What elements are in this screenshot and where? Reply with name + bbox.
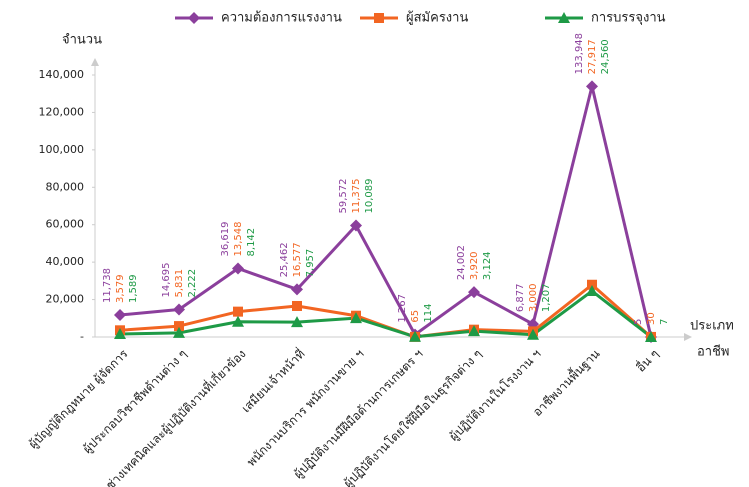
point-marker bbox=[586, 285, 598, 297]
value-label: 30 bbox=[646, 312, 657, 325]
value-label: 114 bbox=[423, 304, 434, 323]
value-label: 3,920 bbox=[469, 251, 480, 280]
point-marker bbox=[114, 328, 126, 340]
value-label: 8,142 bbox=[246, 228, 257, 257]
point-marker bbox=[586, 80, 598, 93]
point-marker bbox=[174, 321, 184, 332]
y-axis-arrow bbox=[91, 58, 99, 66]
series-line bbox=[119, 84, 653, 338]
y-tick-label: 80,000 bbox=[46, 180, 85, 193]
value-label: 11,375 bbox=[351, 179, 362, 214]
value-label: 65 bbox=[410, 310, 421, 323]
series-line bbox=[119, 289, 652, 339]
value-label: 3,000 bbox=[528, 283, 539, 312]
point-marker bbox=[409, 330, 421, 342]
legend-label: การบรรจุงาน bbox=[591, 11, 666, 26]
y-tick-label: 40,000 bbox=[46, 255, 85, 268]
point-marker bbox=[645, 330, 657, 342]
value-label: 10,089 bbox=[364, 179, 375, 214]
x-axis-label: ประเภท bbox=[690, 319, 734, 334]
point-marker bbox=[291, 316, 303, 328]
value-label: 7,957 bbox=[305, 249, 316, 278]
x-tick-label: ผู้ประกอบวิชาชีพด้านต่าง ๆ bbox=[80, 347, 190, 457]
value-label: 16,577 bbox=[292, 242, 303, 277]
legend-marker bbox=[558, 12, 570, 23]
value-label: 25,462 bbox=[279, 242, 290, 277]
value-label: 3,124 bbox=[482, 251, 493, 280]
value-label: 27,917 bbox=[587, 39, 598, 74]
point-marker bbox=[232, 315, 244, 327]
value-label: 24,560 bbox=[600, 39, 611, 74]
value-label: 7 bbox=[659, 319, 670, 325]
legend-label: ความต้องการแรงงาน bbox=[221, 11, 342, 26]
y-tick-label: 120,000 bbox=[39, 105, 85, 118]
point-marker bbox=[527, 328, 539, 340]
value-label: 5,831 bbox=[174, 269, 185, 298]
point-marker bbox=[233, 306, 243, 317]
point-marker bbox=[350, 312, 362, 324]
x-axis-arrow bbox=[684, 333, 692, 341]
y-tick-label: 20,000 bbox=[46, 293, 85, 306]
y-tick-label: 140,000 bbox=[39, 68, 85, 81]
value-label: 14,695 bbox=[161, 262, 172, 297]
legend-marker bbox=[374, 13, 384, 23]
x-axis-label: อาชีพ bbox=[697, 344, 730, 360]
y-tick-label: 100,000 bbox=[39, 143, 85, 156]
value-label: 1,207 bbox=[541, 283, 552, 312]
x-tick-label: อื่น ๆ bbox=[632, 345, 661, 374]
value-label: 36,619 bbox=[220, 221, 231, 256]
value-label: 5 bbox=[633, 319, 644, 325]
value-label: 6,877 bbox=[515, 283, 526, 312]
y-tick-label: 60,000 bbox=[46, 218, 85, 231]
legend-label: ผู้สมัครงาน bbox=[406, 11, 468, 26]
point-marker bbox=[587, 279, 597, 290]
value-label: 13,548 bbox=[233, 221, 244, 256]
point-marker bbox=[173, 303, 185, 316]
value-label: 11,738 bbox=[102, 268, 113, 303]
point-marker bbox=[291, 283, 303, 296]
point-marker bbox=[173, 326, 185, 338]
point-marker bbox=[468, 286, 480, 299]
y-tick-label: - bbox=[80, 330, 84, 343]
point-marker bbox=[114, 309, 126, 322]
legend-marker bbox=[188, 12, 200, 24]
point-marker bbox=[350, 219, 362, 232]
value-label: 1,267 bbox=[397, 294, 408, 323]
point-marker bbox=[468, 325, 480, 337]
value-label: 2,222 bbox=[187, 269, 198, 298]
value-label: 59,572 bbox=[338, 179, 349, 214]
value-label: 133,948 bbox=[574, 33, 585, 74]
x-tick-label: ผู้บัญญัติกฎหมาย ผู้จัดการ bbox=[26, 346, 132, 452]
x-tick-label: พนักงานบริการ พนักงานขาย ฯ bbox=[244, 347, 366, 469]
point-marker bbox=[232, 262, 244, 275]
value-label: 24,002 bbox=[456, 245, 467, 280]
point-marker bbox=[292, 300, 302, 311]
value-label: 3,579 bbox=[115, 274, 126, 303]
value-label: 1,589 bbox=[128, 274, 139, 303]
y-axis-label: จำนวน bbox=[62, 33, 102, 48]
